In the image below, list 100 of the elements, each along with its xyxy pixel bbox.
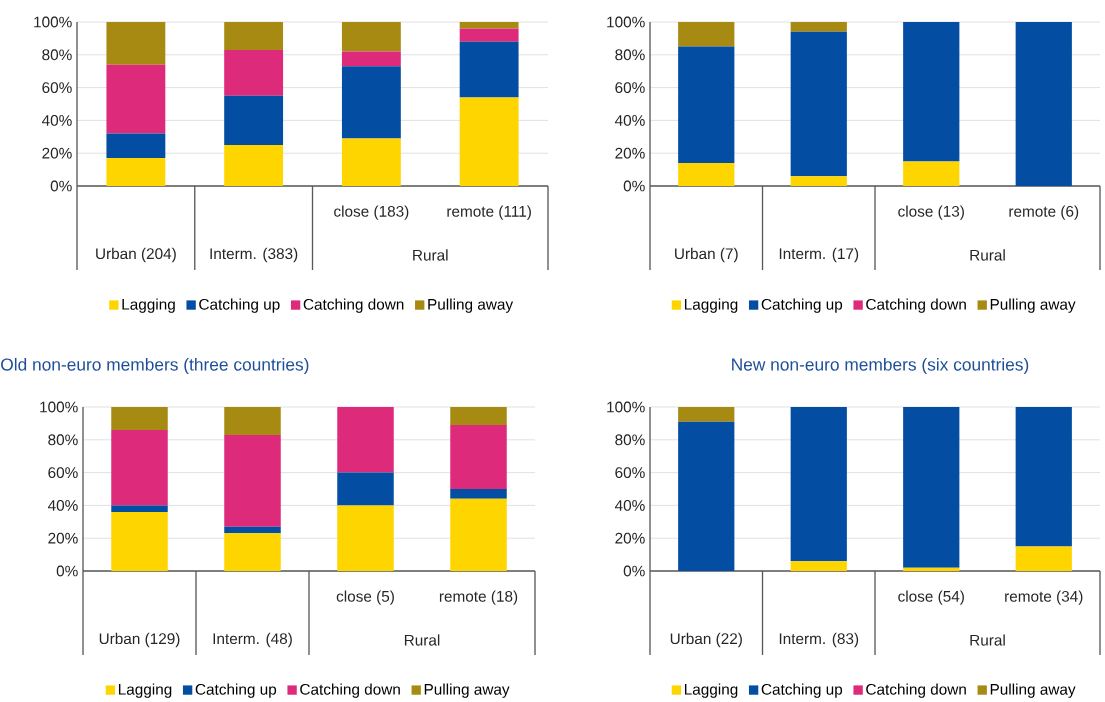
text: Rural xyxy=(404,634,440,646)
legend-label: Lagging xyxy=(684,683,738,698)
x-tick-label: close (13) xyxy=(898,205,964,220)
legend-label: Lagging xyxy=(118,683,172,698)
bar xyxy=(903,567,960,572)
y-tick-label: 80% xyxy=(48,434,78,446)
x-tick-label: remote (6) xyxy=(1009,205,1079,220)
bar xyxy=(1015,546,1072,572)
bar xyxy=(337,505,394,572)
legend-label: Catching down xyxy=(866,298,966,313)
bar xyxy=(111,429,168,506)
bar xyxy=(450,407,507,426)
bar xyxy=(224,533,281,572)
x-tick-label: Interm. (83) xyxy=(779,632,859,648)
y-tick-label: 100% xyxy=(607,401,645,413)
bar xyxy=(341,138,401,187)
bar xyxy=(224,22,284,50)
y-tick-label: 100% xyxy=(607,16,645,28)
bar xyxy=(224,95,284,146)
bar xyxy=(1015,407,1072,547)
legend-label: Catching up xyxy=(195,683,277,698)
y-tick-label: 40% xyxy=(614,114,645,126)
y-tick-label: 40% xyxy=(47,499,78,511)
bar xyxy=(903,407,960,568)
y-tick-label: 60% xyxy=(48,467,78,479)
bar xyxy=(790,31,847,177)
bar xyxy=(224,49,284,96)
bar xyxy=(459,28,519,42)
bar xyxy=(790,561,847,572)
bar xyxy=(450,425,507,490)
bar xyxy=(790,22,847,32)
bar xyxy=(341,51,401,67)
bar xyxy=(106,158,166,187)
y-tick-label: 100% xyxy=(34,16,72,28)
y-tick-label: 80% xyxy=(615,49,645,61)
y-tick-label: 80% xyxy=(615,434,645,446)
y-tick-label: 60% xyxy=(42,82,72,94)
legend-label: Pulling away xyxy=(990,298,1076,313)
bar xyxy=(678,163,735,187)
x-tick-label: Urban (204) xyxy=(96,247,176,263)
chart-title: Old non-euro members (three countries) xyxy=(1,357,309,375)
legend-label: Lagging xyxy=(684,298,738,313)
text: Rural xyxy=(413,249,448,261)
y-tick-label: 20% xyxy=(615,532,645,544)
y-tick-label: 0% xyxy=(623,180,645,192)
bar xyxy=(337,472,394,506)
bar xyxy=(341,22,401,52)
bar xyxy=(790,407,847,562)
x-tick-label: remote (18) xyxy=(439,590,518,605)
bar xyxy=(224,434,281,527)
x-tick-label: remote (34) xyxy=(1005,590,1083,605)
bar xyxy=(903,22,960,162)
x-tick-label: Interm. (383) xyxy=(210,247,298,263)
bar xyxy=(678,46,735,164)
bar xyxy=(224,407,281,435)
bar xyxy=(459,41,519,98)
x-tick-label: remote (111) xyxy=(447,205,531,220)
bar xyxy=(459,97,519,187)
y-tick-label: 0% xyxy=(56,565,78,577)
y-tick-label: 60% xyxy=(615,467,645,479)
legend-label: Catching up xyxy=(199,298,280,313)
bar xyxy=(111,407,168,430)
bar xyxy=(450,498,507,572)
bar xyxy=(224,526,281,534)
y-tick-label: 80% xyxy=(42,49,72,61)
y-tick-label: 60% xyxy=(615,82,645,94)
legend-label: Catching up xyxy=(761,683,843,698)
x-tick-label: Urban (129) xyxy=(99,632,180,648)
bar xyxy=(903,161,960,187)
bar xyxy=(450,489,507,499)
y-tick-label: 0% xyxy=(50,180,72,192)
legend-label: Pulling away xyxy=(428,298,514,313)
legend-label: Catching up xyxy=(761,298,843,313)
legend-label: Catching down xyxy=(300,683,400,698)
bar xyxy=(337,407,394,473)
chart-title: New non-euro members (six countries) xyxy=(732,357,1029,375)
bar xyxy=(459,22,519,29)
x-tick-label: close (54) xyxy=(898,590,964,605)
x-tick-label: Interm. (17) xyxy=(779,247,859,263)
bar xyxy=(678,407,735,422)
legend-label: Catching down xyxy=(866,683,966,698)
y-tick-label: 20% xyxy=(48,532,78,544)
bar xyxy=(224,145,284,187)
bar xyxy=(106,22,166,65)
bar xyxy=(1015,22,1072,187)
x-tick-label: Urban (7) xyxy=(675,247,738,263)
text: Rural xyxy=(970,249,1005,261)
y-tick-label: 100% xyxy=(40,401,78,413)
bar xyxy=(678,22,735,47)
x-tick-label: close (5) xyxy=(336,590,394,605)
bar xyxy=(111,511,168,572)
legend-label: Pulling away xyxy=(424,683,510,698)
legend-label: Catching down xyxy=(303,298,404,313)
bar xyxy=(111,505,168,512)
x-tick-label: Urban (22) xyxy=(670,632,742,648)
x-tick-label: close (183) xyxy=(334,205,409,220)
bar xyxy=(678,421,735,572)
x-tick-label: Interm. (48) xyxy=(213,632,292,648)
y-tick-label: 20% xyxy=(42,147,72,159)
y-tick-label: 20% xyxy=(615,147,645,159)
